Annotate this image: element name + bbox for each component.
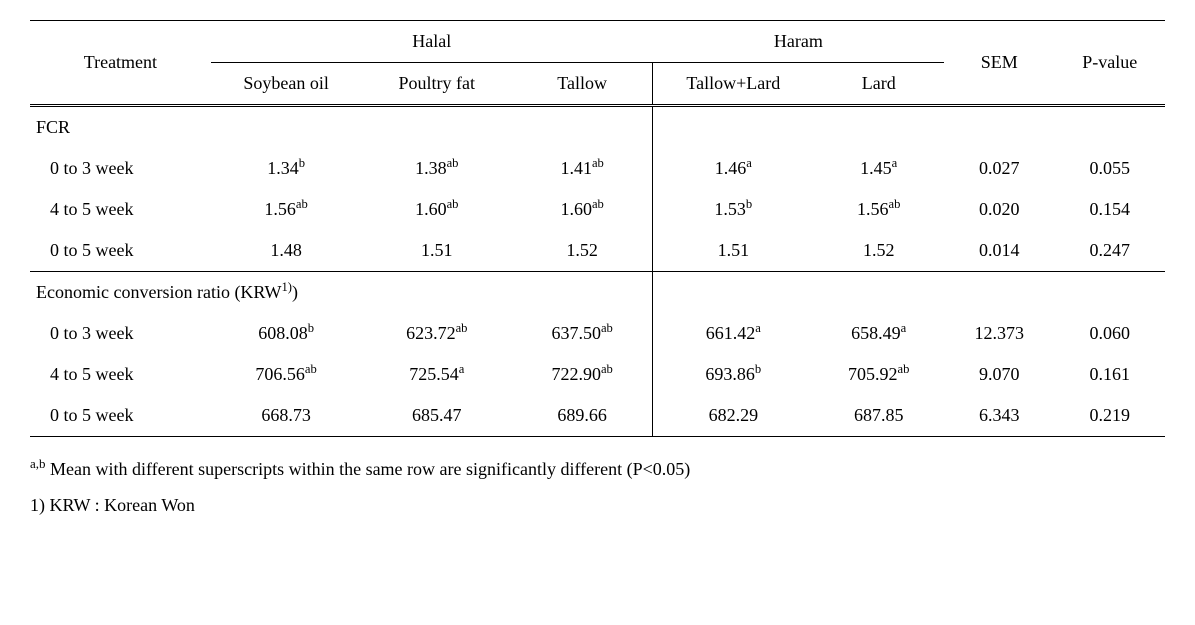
cell-value: 1.52 [512, 230, 653, 272]
footnotes: a,b Mean with different superscripts wit… [30, 451, 1165, 523]
cell-value: 1.38ab [361, 148, 512, 189]
cell-value: 1.60ab [361, 189, 512, 230]
cell-value: 1.45a [813, 148, 944, 189]
cell-value: 687.85 [813, 395, 944, 437]
col-group-halal: Halal [211, 21, 653, 63]
cell-value: 1.48 [211, 230, 362, 272]
col-header-tallow: Tallow [512, 63, 653, 106]
col-header-sem: SEM [944, 21, 1054, 106]
cell-value: 1.51 [653, 230, 814, 272]
cell-value: 725.54a [361, 354, 512, 395]
col-header-soybean: Soybean oil [211, 63, 362, 106]
cell-value: 689.66 [512, 395, 653, 437]
cell-value: 608.08b [211, 313, 362, 354]
footnote-ab: a,b Mean with different superscripts wit… [30, 451, 1165, 487]
cell-sem: 6.343 [944, 395, 1054, 437]
cell-value: 1.60ab [512, 189, 653, 230]
col-header-lard: Lard [813, 63, 944, 106]
col-header-pvalue: P-value [1054, 21, 1165, 106]
cell-value: 1.53b [653, 189, 814, 230]
section-title-fcr: FCR [30, 106, 653, 149]
cell-p: 0.060 [1054, 313, 1165, 354]
cell-p: 0.247 [1054, 230, 1165, 272]
cell-value: 1.46a [653, 148, 814, 189]
cell-value: 705.92ab [813, 354, 944, 395]
cell-value: 1.51 [361, 230, 512, 272]
cell-p: 0.161 [1054, 354, 1165, 395]
section-row-fcr: FCR [30, 106, 1165, 149]
cell-value: 661.42a [653, 313, 814, 354]
cell-value: 1.52 [813, 230, 944, 272]
cell-value: 1.41ab [512, 148, 653, 189]
cell-p: 0.219 [1054, 395, 1165, 437]
table-row: 4 to 5 week 1.56ab 1.60ab 1.60ab 1.53b 1… [30, 189, 1165, 230]
row-label: 4 to 5 week [30, 189, 211, 230]
cell-value: 658.49a [813, 313, 944, 354]
cell-sem: 0.014 [944, 230, 1054, 272]
cell-p: 0.154 [1054, 189, 1165, 230]
table-row: 0 to 3 week 1.34b 1.38ab 1.41ab 1.46a 1.… [30, 148, 1165, 189]
section-title-econ: Economic conversion ratio (KRW1)) [30, 272, 653, 314]
cell-value: 1.34b [211, 148, 362, 189]
row-label: 0 to 5 week [30, 395, 211, 437]
cell-sem: 12.373 [944, 313, 1054, 354]
cell-value: 623.72ab [361, 313, 512, 354]
cell-value: 1.56ab [211, 189, 362, 230]
cell-sem: 0.027 [944, 148, 1054, 189]
footnote-krw: 1) KRW : Korean Won [30, 487, 1165, 523]
cell-value: 693.86b [653, 354, 814, 395]
col-header-treatment: Treatment [30, 21, 211, 106]
col-header-poultry: Poultry fat [361, 63, 512, 106]
row-label: 4 to 5 week [30, 354, 211, 395]
row-label: 0 to 3 week [30, 148, 211, 189]
table-row: 0 to 5 week 1.48 1.51 1.52 1.51 1.52 0.0… [30, 230, 1165, 272]
results-table: Treatment Halal Haram SEM P-value Soybea… [30, 20, 1165, 437]
cell-sem: 9.070 [944, 354, 1054, 395]
cell-value: 1.56ab [813, 189, 944, 230]
table-row: 4 to 5 week 706.56ab 725.54a 722.90ab 69… [30, 354, 1165, 395]
section-row-econ: Economic conversion ratio (KRW1)) [30, 272, 1165, 314]
row-label: 0 to 3 week [30, 313, 211, 354]
cell-value: 706.56ab [211, 354, 362, 395]
table-row: 0 to 5 week 668.73 685.47 689.66 682.29 … [30, 395, 1165, 437]
cell-sem: 0.020 [944, 189, 1054, 230]
cell-p: 0.055 [1054, 148, 1165, 189]
col-header-tallowlard: Tallow+Lard [653, 63, 814, 106]
cell-value: 682.29 [653, 395, 814, 437]
cell-value: 668.73 [211, 395, 362, 437]
col-group-haram: Haram [653, 21, 944, 63]
cell-value: 685.47 [361, 395, 512, 437]
row-label: 0 to 5 week [30, 230, 211, 272]
cell-value: 722.90ab [512, 354, 653, 395]
cell-value: 637.50ab [512, 313, 653, 354]
table-row: 0 to 3 week 608.08b 623.72ab 637.50ab 66… [30, 313, 1165, 354]
